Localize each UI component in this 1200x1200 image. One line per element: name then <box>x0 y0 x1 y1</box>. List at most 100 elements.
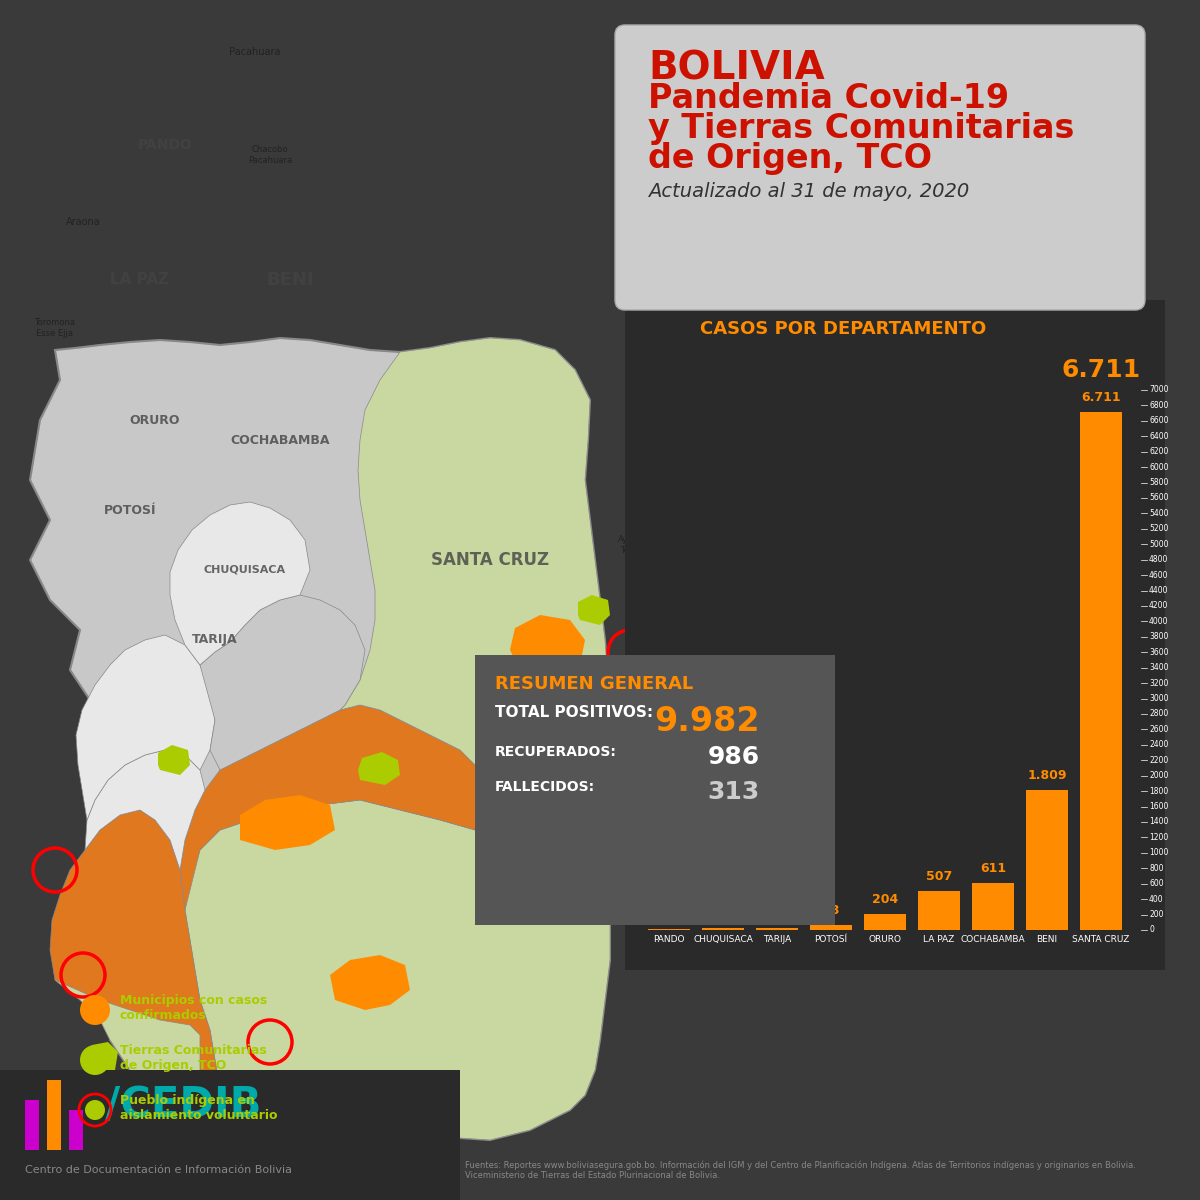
Text: 986: 986 <box>708 745 760 769</box>
Text: Chacobo
Pacahuara: Chacobo Pacahuara <box>248 145 292 164</box>
Text: /CEDIB: /CEDIB <box>106 1084 262 1126</box>
Text: SANTA CRUZ: SANTA CRUZ <box>431 551 550 569</box>
FancyBboxPatch shape <box>616 25 1145 310</box>
Text: 5600: 5600 <box>1150 493 1169 503</box>
Text: 611: 611 <box>980 862 1006 875</box>
Polygon shape <box>30 338 616 1152</box>
Text: Municipios con casos
confirmados: Municipios con casos confirmados <box>120 994 268 1022</box>
Bar <box>0 1070 460 1200</box>
Text: FALLECIDOS:: FALLECIDOS: <box>496 780 595 794</box>
Circle shape <box>80 995 110 1025</box>
Bar <box>1080 413 1122 930</box>
Polygon shape <box>230 1075 320 1122</box>
Bar <box>1026 791 1068 930</box>
Text: 4600: 4600 <box>1150 571 1169 580</box>
Bar <box>625 300 1165 970</box>
Text: 2200: 2200 <box>1150 756 1169 764</box>
Text: 4200: 4200 <box>1150 601 1169 611</box>
Bar <box>810 925 852 930</box>
Text: PANDO: PANDO <box>653 935 685 944</box>
Text: POTOSÍ: POTOSÍ <box>815 935 847 944</box>
Text: 0: 0 <box>1150 925 1154 935</box>
Text: Actualizado al 31 de mayo, 2020: Actualizado al 31 de mayo, 2020 <box>648 182 970 200</box>
Text: Ayoreo
Tobito: Ayoreo Tobito <box>618 535 647 554</box>
Text: 4400: 4400 <box>1150 586 1169 595</box>
Text: 5800: 5800 <box>1150 478 1169 487</box>
Text: TOTAL POSITIVOS:: TOTAL POSITIVOS: <box>496 704 653 720</box>
Text: 6400: 6400 <box>1150 432 1169 440</box>
Polygon shape <box>330 955 410 1010</box>
Text: BENI: BENI <box>266 271 313 289</box>
Text: 26: 26 <box>714 907 732 920</box>
Text: 2600: 2600 <box>1150 725 1169 734</box>
Text: 3000: 3000 <box>1150 694 1169 703</box>
Polygon shape <box>55 980 200 1120</box>
Polygon shape <box>185 800 610 1152</box>
FancyBboxPatch shape <box>475 655 835 925</box>
Text: ORURO: ORURO <box>130 414 180 426</box>
Text: 4000: 4000 <box>1150 617 1169 626</box>
Text: SANTA CRUZ: SANTA CRUZ <box>1073 935 1129 944</box>
Text: Toromona
Esse Ejja: Toromona Esse Ejja <box>35 318 76 337</box>
Text: 6.711: 6.711 <box>1062 359 1140 383</box>
Polygon shape <box>240 794 335 850</box>
Bar <box>702 928 744 930</box>
Polygon shape <box>510 614 586 680</box>
Text: 1800: 1800 <box>1150 787 1169 796</box>
Text: 1400: 1400 <box>1150 817 1169 827</box>
Text: 6600: 6600 <box>1150 416 1169 425</box>
Text: 1.809: 1.809 <box>1027 769 1067 782</box>
Text: 507: 507 <box>926 870 952 883</box>
Bar <box>756 928 798 930</box>
Text: 200: 200 <box>1150 910 1164 919</box>
Text: TARIJA: TARIJA <box>192 634 238 647</box>
Text: 600: 600 <box>1150 880 1164 888</box>
Bar <box>25 1100 38 1150</box>
Text: Araona: Araona <box>66 217 101 227</box>
Polygon shape <box>480 700 575 770</box>
Text: CASOS POR DEPARTAMENTO: CASOS POR DEPARTAMENTO <box>700 320 986 338</box>
Text: COCHABAMBA: COCHABAMBA <box>230 433 330 446</box>
Text: COCHABAMBA: COCHABAMBA <box>961 935 1025 944</box>
Text: Fuentes: Reportes www.boliviasegura.gob.bo. Información del IGM y del Centro de : Fuentes: Reportes www.boliviasegura.gob.… <box>466 1160 1136 1180</box>
Bar <box>972 883 1014 930</box>
Text: CHUQUISACA: CHUQUISACA <box>694 935 752 944</box>
Text: 3600: 3600 <box>1150 648 1169 656</box>
Text: Centro de Documentación e Información Bolivia: Centro de Documentación e Información Bo… <box>25 1165 292 1175</box>
Polygon shape <box>358 752 400 785</box>
Polygon shape <box>85 750 205 870</box>
Text: 2800: 2800 <box>1150 709 1169 719</box>
Text: 4800: 4800 <box>1150 556 1169 564</box>
Text: 9.982: 9.982 <box>654 704 760 738</box>
Text: Pacahuara: Pacahuara <box>229 47 281 56</box>
Text: RECUPERADOS:: RECUPERADOS: <box>496 745 617 758</box>
Text: 5400: 5400 <box>1150 509 1169 518</box>
Text: 1000: 1000 <box>1150 848 1169 857</box>
Text: 6000: 6000 <box>1150 463 1169 472</box>
Text: 7000: 7000 <box>1150 385 1169 395</box>
Text: 68: 68 <box>822 904 840 917</box>
Polygon shape <box>170 502 310 665</box>
Text: 204: 204 <box>872 893 898 906</box>
Text: 32: 32 <box>768 906 786 919</box>
Text: 6.711: 6.711 <box>1081 391 1121 404</box>
Text: 3800: 3800 <box>1150 632 1169 641</box>
Text: Pueblo indígena en
aislamiento voluntario: Pueblo indígena en aislamiento voluntari… <box>120 1094 277 1122</box>
Polygon shape <box>76 635 215 820</box>
Text: 5200: 5200 <box>1150 524 1169 533</box>
Bar <box>918 890 960 930</box>
Text: 2000: 2000 <box>1150 772 1169 780</box>
Polygon shape <box>200 595 365 770</box>
Bar <box>47 1080 61 1150</box>
Text: de Origen, TCO: de Origen, TCO <box>648 142 932 175</box>
Polygon shape <box>180 704 490 910</box>
Text: TARIJA: TARIJA <box>763 935 791 944</box>
Text: 800: 800 <box>1150 864 1164 872</box>
Circle shape <box>80 1045 110 1075</box>
Text: 3200: 3200 <box>1150 679 1169 688</box>
Text: 5000: 5000 <box>1150 540 1169 548</box>
Text: POTOSÍ: POTOSÍ <box>103 504 156 516</box>
Polygon shape <box>83 1042 118 1075</box>
Text: 3400: 3400 <box>1150 664 1169 672</box>
Text: LA PAZ: LA PAZ <box>110 272 169 288</box>
